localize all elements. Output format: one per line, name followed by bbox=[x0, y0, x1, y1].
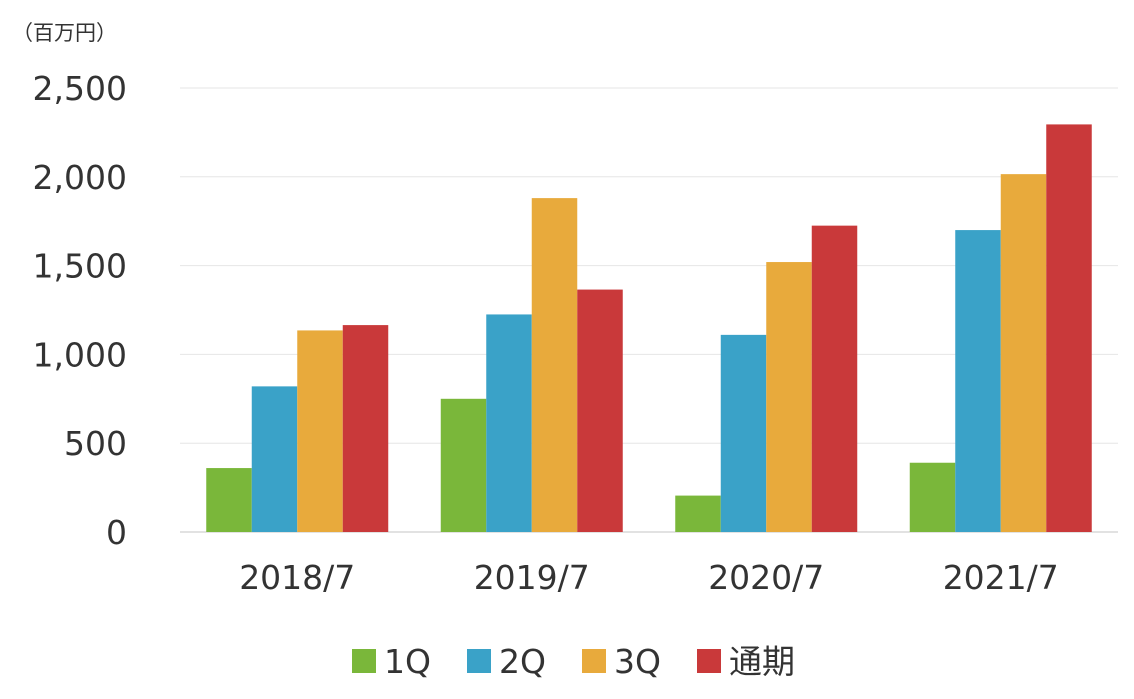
bar-通期-2020/7 bbox=[811, 225, 858, 532]
bar-2Q-2020/7 bbox=[720, 334, 767, 532]
bar-3Q-2019/7 bbox=[531, 198, 578, 532]
bar-1Q-2020/7 bbox=[675, 495, 721, 532]
legend-label: 2Q bbox=[499, 642, 546, 681]
bar-3Q-2021/7 bbox=[1000, 174, 1047, 533]
bar-1Q-2021/7 bbox=[909, 462, 956, 532]
bar-2Q-2018/7 bbox=[251, 386, 298, 532]
unit-label: （百万円） bbox=[12, 21, 117, 45]
y-tick-label: 2,500 bbox=[33, 69, 127, 108]
x-tick-label: 2018/7 bbox=[239, 558, 355, 597]
bar-1Q-2019/7 bbox=[440, 398, 487, 532]
bars bbox=[206, 124, 1092, 533]
legend-swatch bbox=[467, 649, 491, 673]
x-tick-label: 2021/7 bbox=[943, 558, 1059, 597]
legend: 1Q 2Q 3Q 通期 bbox=[352, 642, 795, 681]
legend-label: 3Q bbox=[614, 642, 661, 681]
bar-2Q-2021/7 bbox=[955, 230, 1001, 532]
y-axis-ticks: 0 500 1,000 1,500 2,000 2,500 bbox=[33, 69, 127, 552]
bar-3Q-2020/7 bbox=[766, 262, 812, 532]
y-tick-label: 1,500 bbox=[33, 247, 127, 286]
bar-1Q-2018/7 bbox=[206, 468, 252, 532]
legend-swatch bbox=[697, 649, 721, 673]
y-tick-label: 2,000 bbox=[33, 158, 127, 197]
x-axis-ticks: 2018/7 2019/7 2020/7 2021/7 bbox=[239, 558, 1059, 597]
bar-通期-2021/7 bbox=[1046, 124, 1092, 533]
legend-swatch bbox=[582, 649, 606, 673]
y-tick-label: 0 bbox=[106, 513, 127, 552]
y-tick-label: 500 bbox=[64, 424, 127, 463]
legend-label: 1Q bbox=[384, 642, 431, 681]
bar-2Q-2019/7 bbox=[486, 314, 532, 532]
bar-通期-2018/7 bbox=[342, 325, 389, 532]
x-tick-label: 2019/7 bbox=[474, 558, 590, 597]
bar-3Q-2018/7 bbox=[297, 330, 343, 532]
y-tick-label: 1,000 bbox=[33, 335, 127, 374]
legend-label: 通期 bbox=[729, 642, 795, 681]
bar-通期-2019/7 bbox=[577, 289, 623, 532]
x-tick-label: 2020/7 bbox=[708, 558, 824, 597]
legend-swatch bbox=[352, 649, 376, 673]
